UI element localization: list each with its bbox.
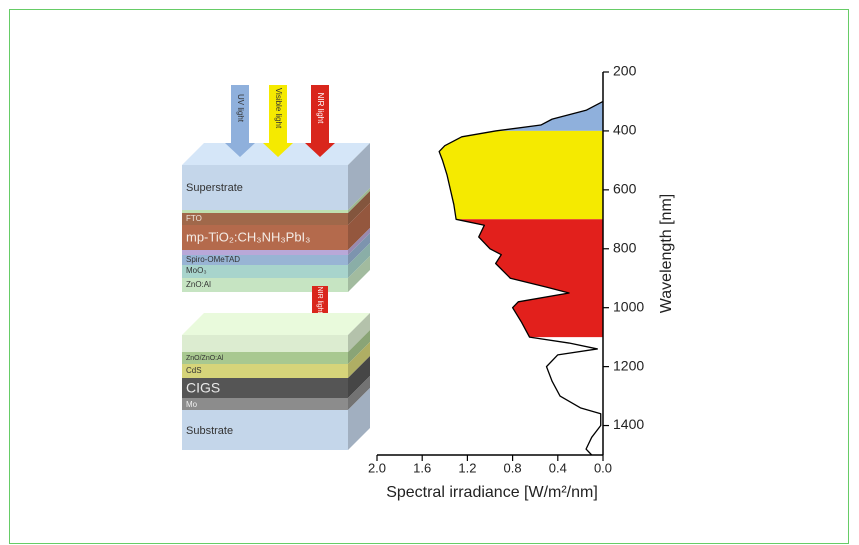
y-tick-label: 200 (613, 63, 637, 79)
layer-label: CdS (186, 366, 202, 375)
layer (182, 335, 348, 352)
y-tick-label: 1000 (613, 298, 644, 314)
layer-label: CIGS (186, 380, 220, 396)
band-fill (439, 131, 603, 219)
layer (182, 265, 348, 278)
layer-label: Mo (186, 400, 198, 409)
arrow-label: UV light (236, 94, 245, 123)
x-tick-label: 2.0 (368, 460, 386, 475)
x-tick-label: 0.0 (594, 460, 612, 475)
layer-label: Substrate (186, 425, 233, 437)
y-tick-label: 400 (613, 122, 637, 138)
arrow-label: NIR light (316, 287, 323, 314)
y-tick-label: 1200 (613, 357, 644, 373)
layer-label: FTO (186, 214, 202, 223)
arrow-label: Visible light (274, 88, 283, 129)
x-tick-label: 1.2 (458, 460, 476, 475)
x-tick-label: 1.6 (413, 460, 431, 475)
y-tick-label: 1400 (613, 416, 644, 432)
y-tick-label: 600 (613, 181, 637, 197)
x-tick-label: 0.8 (504, 460, 522, 475)
layer-label: MoO₃ (186, 266, 207, 275)
x-tick-label: 0.4 (549, 460, 567, 475)
layer (182, 213, 348, 225)
layer (182, 210, 348, 213)
band-fill (496, 101, 603, 130)
x-axis-title: Spectral irradiance [W/m²/nm] (386, 484, 598, 501)
slab-top (182, 313, 370, 335)
layer (182, 364, 348, 378)
layer-label: Superstrate (186, 182, 243, 194)
y-tick-label: 800 (613, 239, 637, 255)
figure: Superstrate FTO mp-TiO₂:CH₃NH₃PbI₃ Spiro-OM… (0, 0, 859, 545)
layer-label: Spiro-OMeTAD (186, 255, 240, 264)
layer-label: mp-TiO₂:CH₃NH₃PbI₃ (186, 229, 310, 244)
y-axis-title: Wavelength [nm] (658, 194, 675, 313)
arrow-label: NIR light (316, 93, 325, 124)
layer (182, 398, 348, 410)
layer-label: ZnO/ZnO:Al (186, 355, 224, 362)
layer-label: ZnO:Al (186, 280, 211, 289)
